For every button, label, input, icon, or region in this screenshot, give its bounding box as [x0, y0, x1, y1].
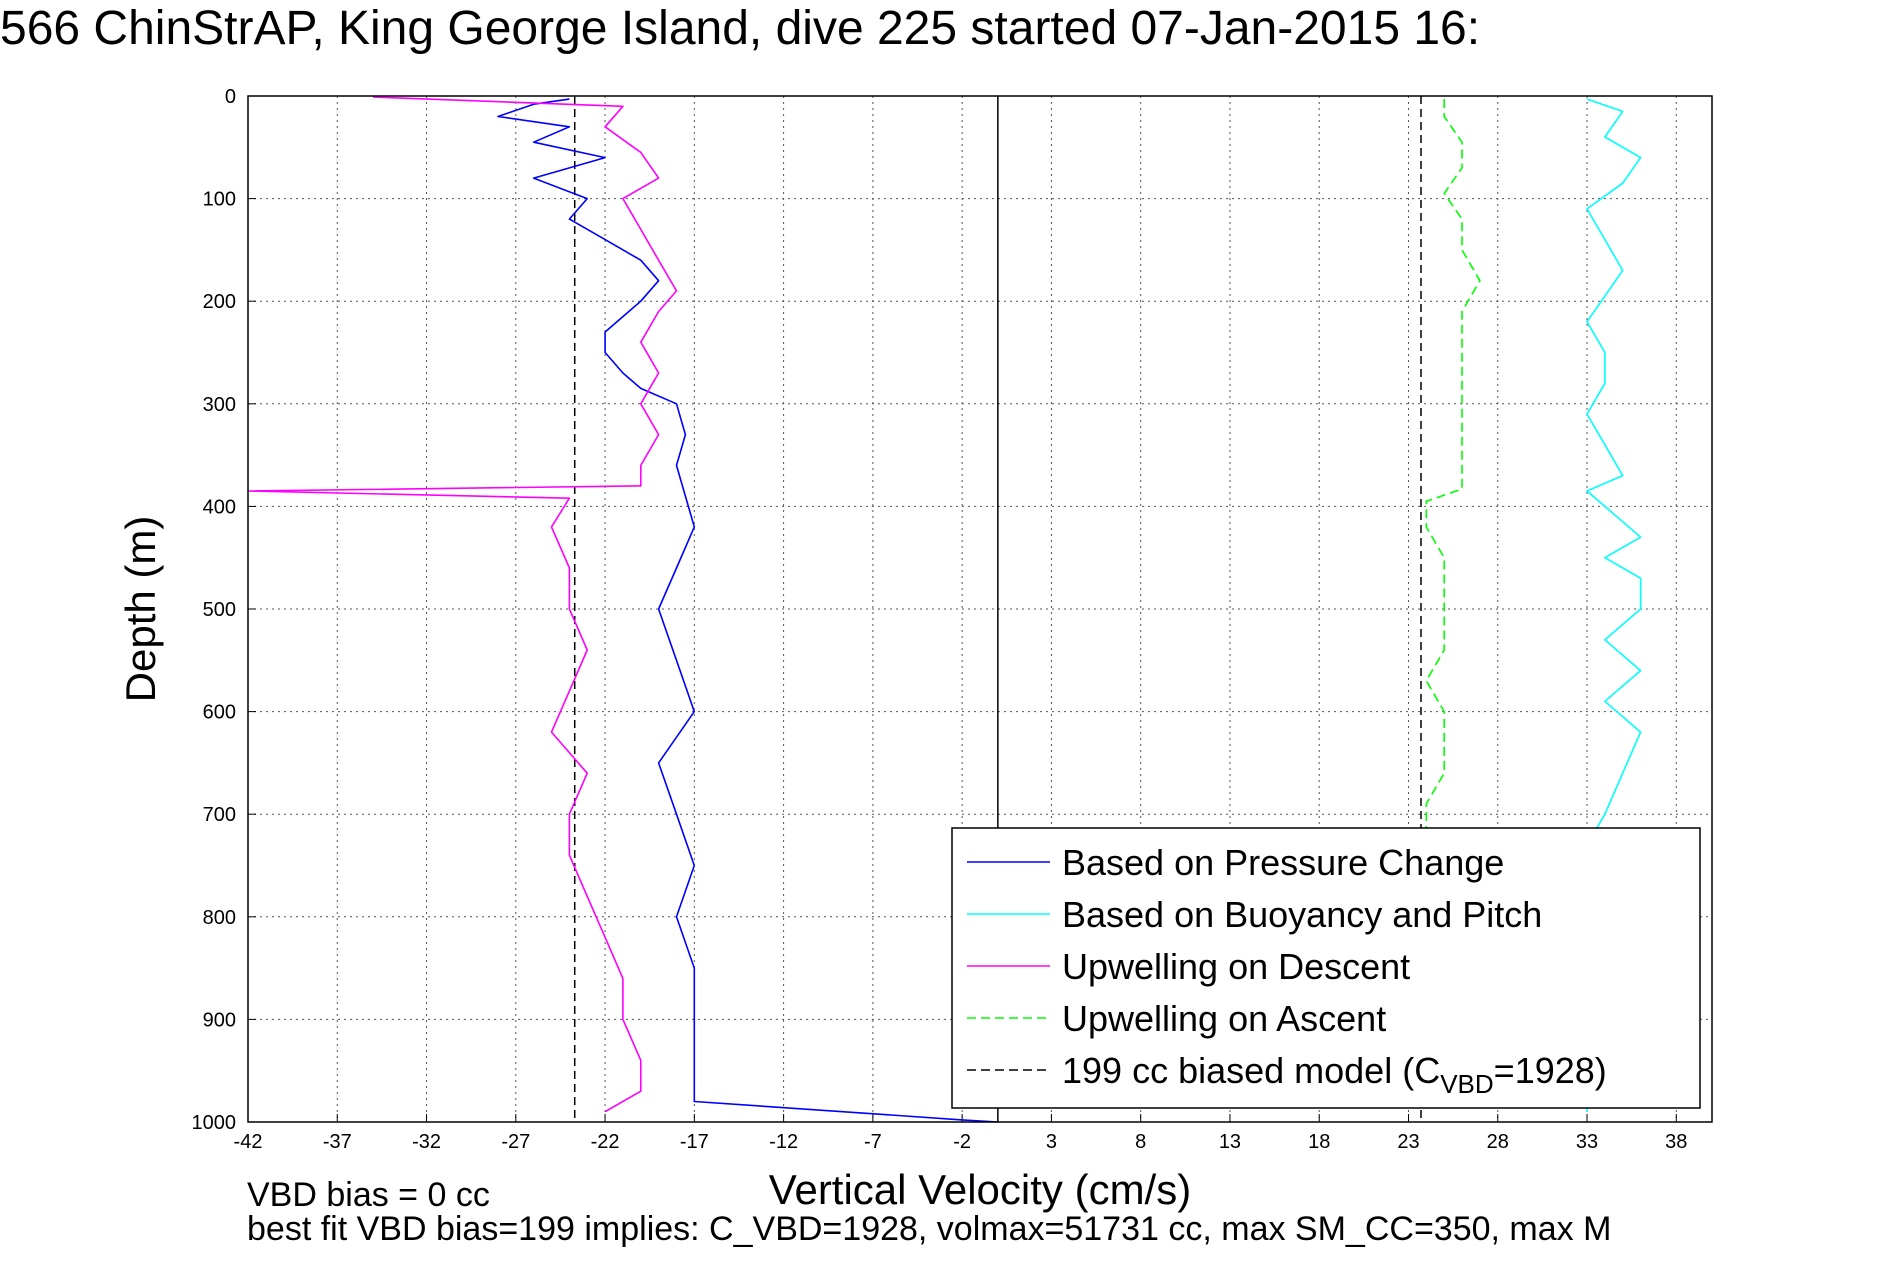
y-tick-label: 200	[203, 291, 236, 313]
x-tick-label: -17	[680, 1131, 709, 1153]
legend-label: Based on Pressure Change	[1062, 842, 1504, 883]
plot-frame	[247, 95, 1713, 1123]
x-tick-label: 13	[1219, 1131, 1241, 1153]
x-tick-label: -32	[412, 1131, 441, 1153]
x-tick-label: 38	[1665, 1131, 1687, 1153]
x-tick-label: -37	[323, 1131, 352, 1153]
y-axis-label: Depth (m)	[117, 516, 164, 703]
x-tick-label: 33	[1576, 1131, 1598, 1153]
x-tick-label: 8	[1135, 1131, 1146, 1153]
y-tick-label: 300	[203, 394, 236, 416]
x-tick-label: -42	[234, 1131, 263, 1153]
x-tick-label: -7	[864, 1131, 882, 1153]
legend-label: 199 cc biased model (CVBD=1928)	[1062, 1050, 1607, 1099]
y-tick-label: 500	[203, 599, 236, 621]
legend: Based on Pressure Change Based on Buoyanc…	[951, 827, 1701, 1109]
x-tick-label: 28	[1487, 1131, 1509, 1153]
x-tick-label: 18	[1308, 1131, 1330, 1153]
x-tick-label: -2	[953, 1131, 971, 1153]
legend-label: Based on Buoyancy and Pitch	[1062, 894, 1542, 935]
x-tick-label: 3	[1046, 1131, 1057, 1153]
y-tick-label: 1000	[192, 1112, 237, 1134]
footer-line-1: VBD bias = 0 cc	[247, 1176, 490, 1214]
y-tick-label: 100	[203, 189, 236, 211]
series-line-based-on-pressure-change	[497, 98, 998, 1123]
legend-label: Upwelling on Ascent	[1062, 998, 1386, 1039]
x-tick-label: -27	[501, 1131, 530, 1153]
series-line-upwelling-on-descent	[247, 96, 678, 1113]
x-tick-label: 23	[1397, 1131, 1419, 1153]
y-tick-label: 800	[203, 907, 236, 929]
x-tick-labels: -42 -37 -32 -27 -22 -17 -12 -7 -2 3 8 13 18 23 28 33 38	[234, 1131, 1688, 1153]
y-tick-label: 700	[203, 804, 236, 826]
legend-label: Upwelling on Descent	[1062, 946, 1410, 987]
series-line-upwelling-on-ascent	[1425, 99, 1481, 1112]
y-tick-label: 0	[225, 86, 236, 108]
x-axis-label: Vertical Velocity (cm/s)	[769, 1166, 1191, 1213]
x-tick-label: -22	[591, 1131, 620, 1153]
y-tick-labels: 0 100 200 300 400 500 600 700 800 900 1000	[192, 86, 237, 1134]
y-tick-label: 600	[203, 702, 236, 724]
y-tick-label: 400	[203, 496, 236, 518]
y-tick-label: 900	[203, 1009, 236, 1031]
footer-line-2: best fit VBD bias=199 implies: C_VBD=192…	[247, 1210, 1611, 1248]
chart-title: 566 ChinStrAP, King George Island, dive …	[0, 2, 1480, 55]
legend-box	[951, 827, 1701, 1109]
x-tick-label: -12	[769, 1131, 798, 1153]
